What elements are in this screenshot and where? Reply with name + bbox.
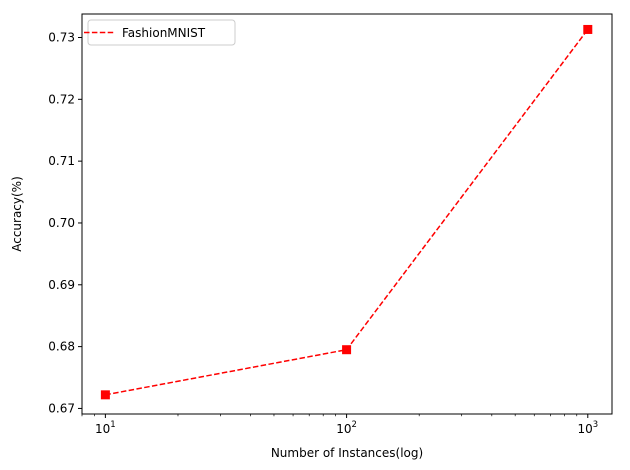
series-layer [100, 24, 593, 400]
y-tick-label: 0.68 [48, 340, 75, 354]
x-axis-label: Number of Instances(log) [271, 446, 423, 460]
legend: FashionMNIST [84, 19, 236, 46]
y-tick-label: 0.69 [48, 278, 75, 292]
data-point-marker [100, 390, 110, 400]
legend-label-fashionmnist: FashionMNIST [122, 26, 206, 40]
y-tick-label: 0.72 [48, 92, 75, 106]
data-point-marker [583, 24, 593, 34]
y-tick-label: 0.70 [48, 216, 75, 230]
y-tick-label: 0.67 [48, 401, 75, 415]
data-point-marker [342, 345, 352, 355]
x-tick-label: 101 [95, 420, 116, 436]
y-axis-ticks: 0.67 0.68 0.69 0.70 0.71 0.72 0.73 [48, 30, 82, 415]
y-axis-label: Accuracy(%) [10, 176, 24, 252]
y-tick-label: 0.73 [48, 30, 75, 44]
y-tick-label: 0.71 [48, 154, 75, 168]
x-tick-label: 103 [577, 420, 598, 436]
x-axis-ticks: 101 102 103 [81, 414, 598, 436]
x-tick-label: 102 [336, 420, 357, 436]
